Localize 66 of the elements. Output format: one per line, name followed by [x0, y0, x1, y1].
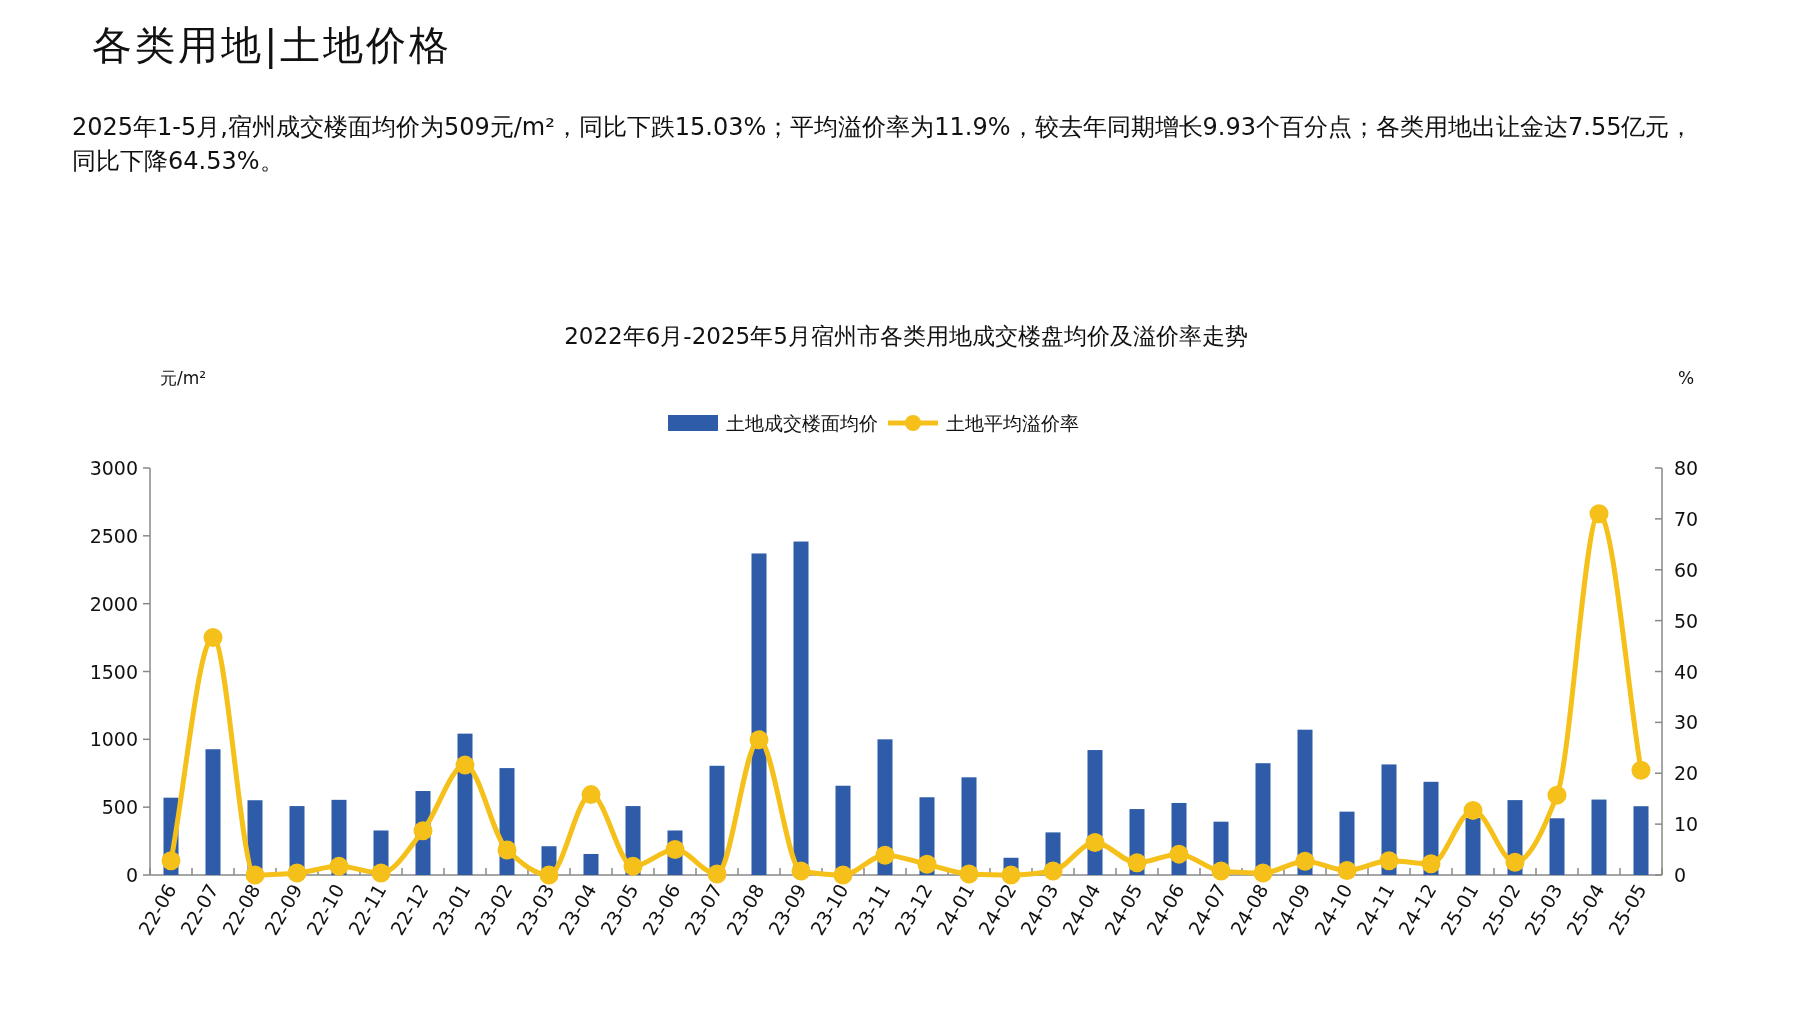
bar [205, 749, 221, 875]
y-tick-label: 0 [125, 864, 138, 886]
y2-tick-label: 30 [1674, 711, 1699, 734]
point [1421, 854, 1441, 874]
point [497, 840, 517, 860]
point [1505, 852, 1525, 872]
point [413, 821, 433, 841]
point [1211, 861, 1231, 881]
y-tick-label: 1000 [89, 728, 138, 751]
point [539, 865, 559, 885]
point [1127, 853, 1147, 873]
bar [1465, 818, 1481, 875]
y2-tick-label: 70 [1674, 507, 1699, 530]
y-tick-label: 2500 [89, 524, 138, 547]
legend-label: 土地成交楼面均价 [726, 412, 878, 434]
point [1379, 851, 1399, 871]
point [287, 863, 307, 883]
point [917, 854, 937, 874]
y2-tick-label: 40 [1674, 660, 1699, 683]
point [1253, 863, 1273, 883]
point [1337, 860, 1357, 880]
point [1589, 504, 1609, 524]
point [329, 856, 349, 876]
y2-tick-label: 20 [1674, 762, 1699, 785]
y2-tick-label: 10 [1674, 813, 1699, 836]
point [1631, 760, 1651, 780]
y-tick-label: 500 [101, 796, 138, 819]
y-tick-label: 1500 [89, 660, 138, 683]
point [959, 864, 979, 884]
point [161, 851, 181, 871]
point [1463, 800, 1483, 820]
point [581, 785, 601, 805]
legend-label: 土地平均溢价率 [946, 412, 1079, 434]
point [665, 840, 685, 860]
chart-title: 2022年6月-2025年5月宿州市各类用地成交楼盘均价及溢价率走势 [564, 323, 1248, 349]
point [1043, 861, 1063, 881]
bar [583, 853, 599, 875]
point [875, 845, 895, 865]
bar [1591, 799, 1607, 875]
bar [1549, 818, 1565, 875]
point [1169, 844, 1189, 864]
point [791, 861, 811, 881]
text: 各类用地|土地价格 [92, 21, 453, 71]
point [203, 627, 223, 647]
point [455, 755, 475, 775]
point [371, 863, 391, 883]
point [1001, 865, 1021, 885]
text: 2025年1-5月,宿州成交楼面均价为509元/m²，同比下跌15.03%；平均溢价率为11.9%，较去年同期增长9.93个百分点；各类用地出让金达7.55亿元，同比下降64.53%。 [72, 112, 1695, 177]
point [833, 865, 853, 885]
y-tick-label: 2000 [89, 592, 138, 615]
bar [751, 553, 767, 875]
y-tick-label: 3000 [89, 457, 138, 479]
point [623, 856, 643, 876]
point [749, 730, 769, 750]
y2-axis-title: % [1677, 368, 1695, 388]
point [707, 864, 727, 884]
point [1295, 851, 1315, 871]
y2-tick-label: 0 [1674, 864, 1687, 886]
bar [1633, 806, 1649, 875]
y2-tick-label: 50 [1674, 609, 1699, 632]
y-axis-title: 元/m² [160, 368, 207, 388]
point [245, 865, 265, 885]
point [1547, 785, 1567, 805]
point [1085, 832, 1105, 852]
y2-tick-label: 60 [1674, 558, 1699, 581]
y2-tick-label: 80 [1674, 457, 1699, 479]
